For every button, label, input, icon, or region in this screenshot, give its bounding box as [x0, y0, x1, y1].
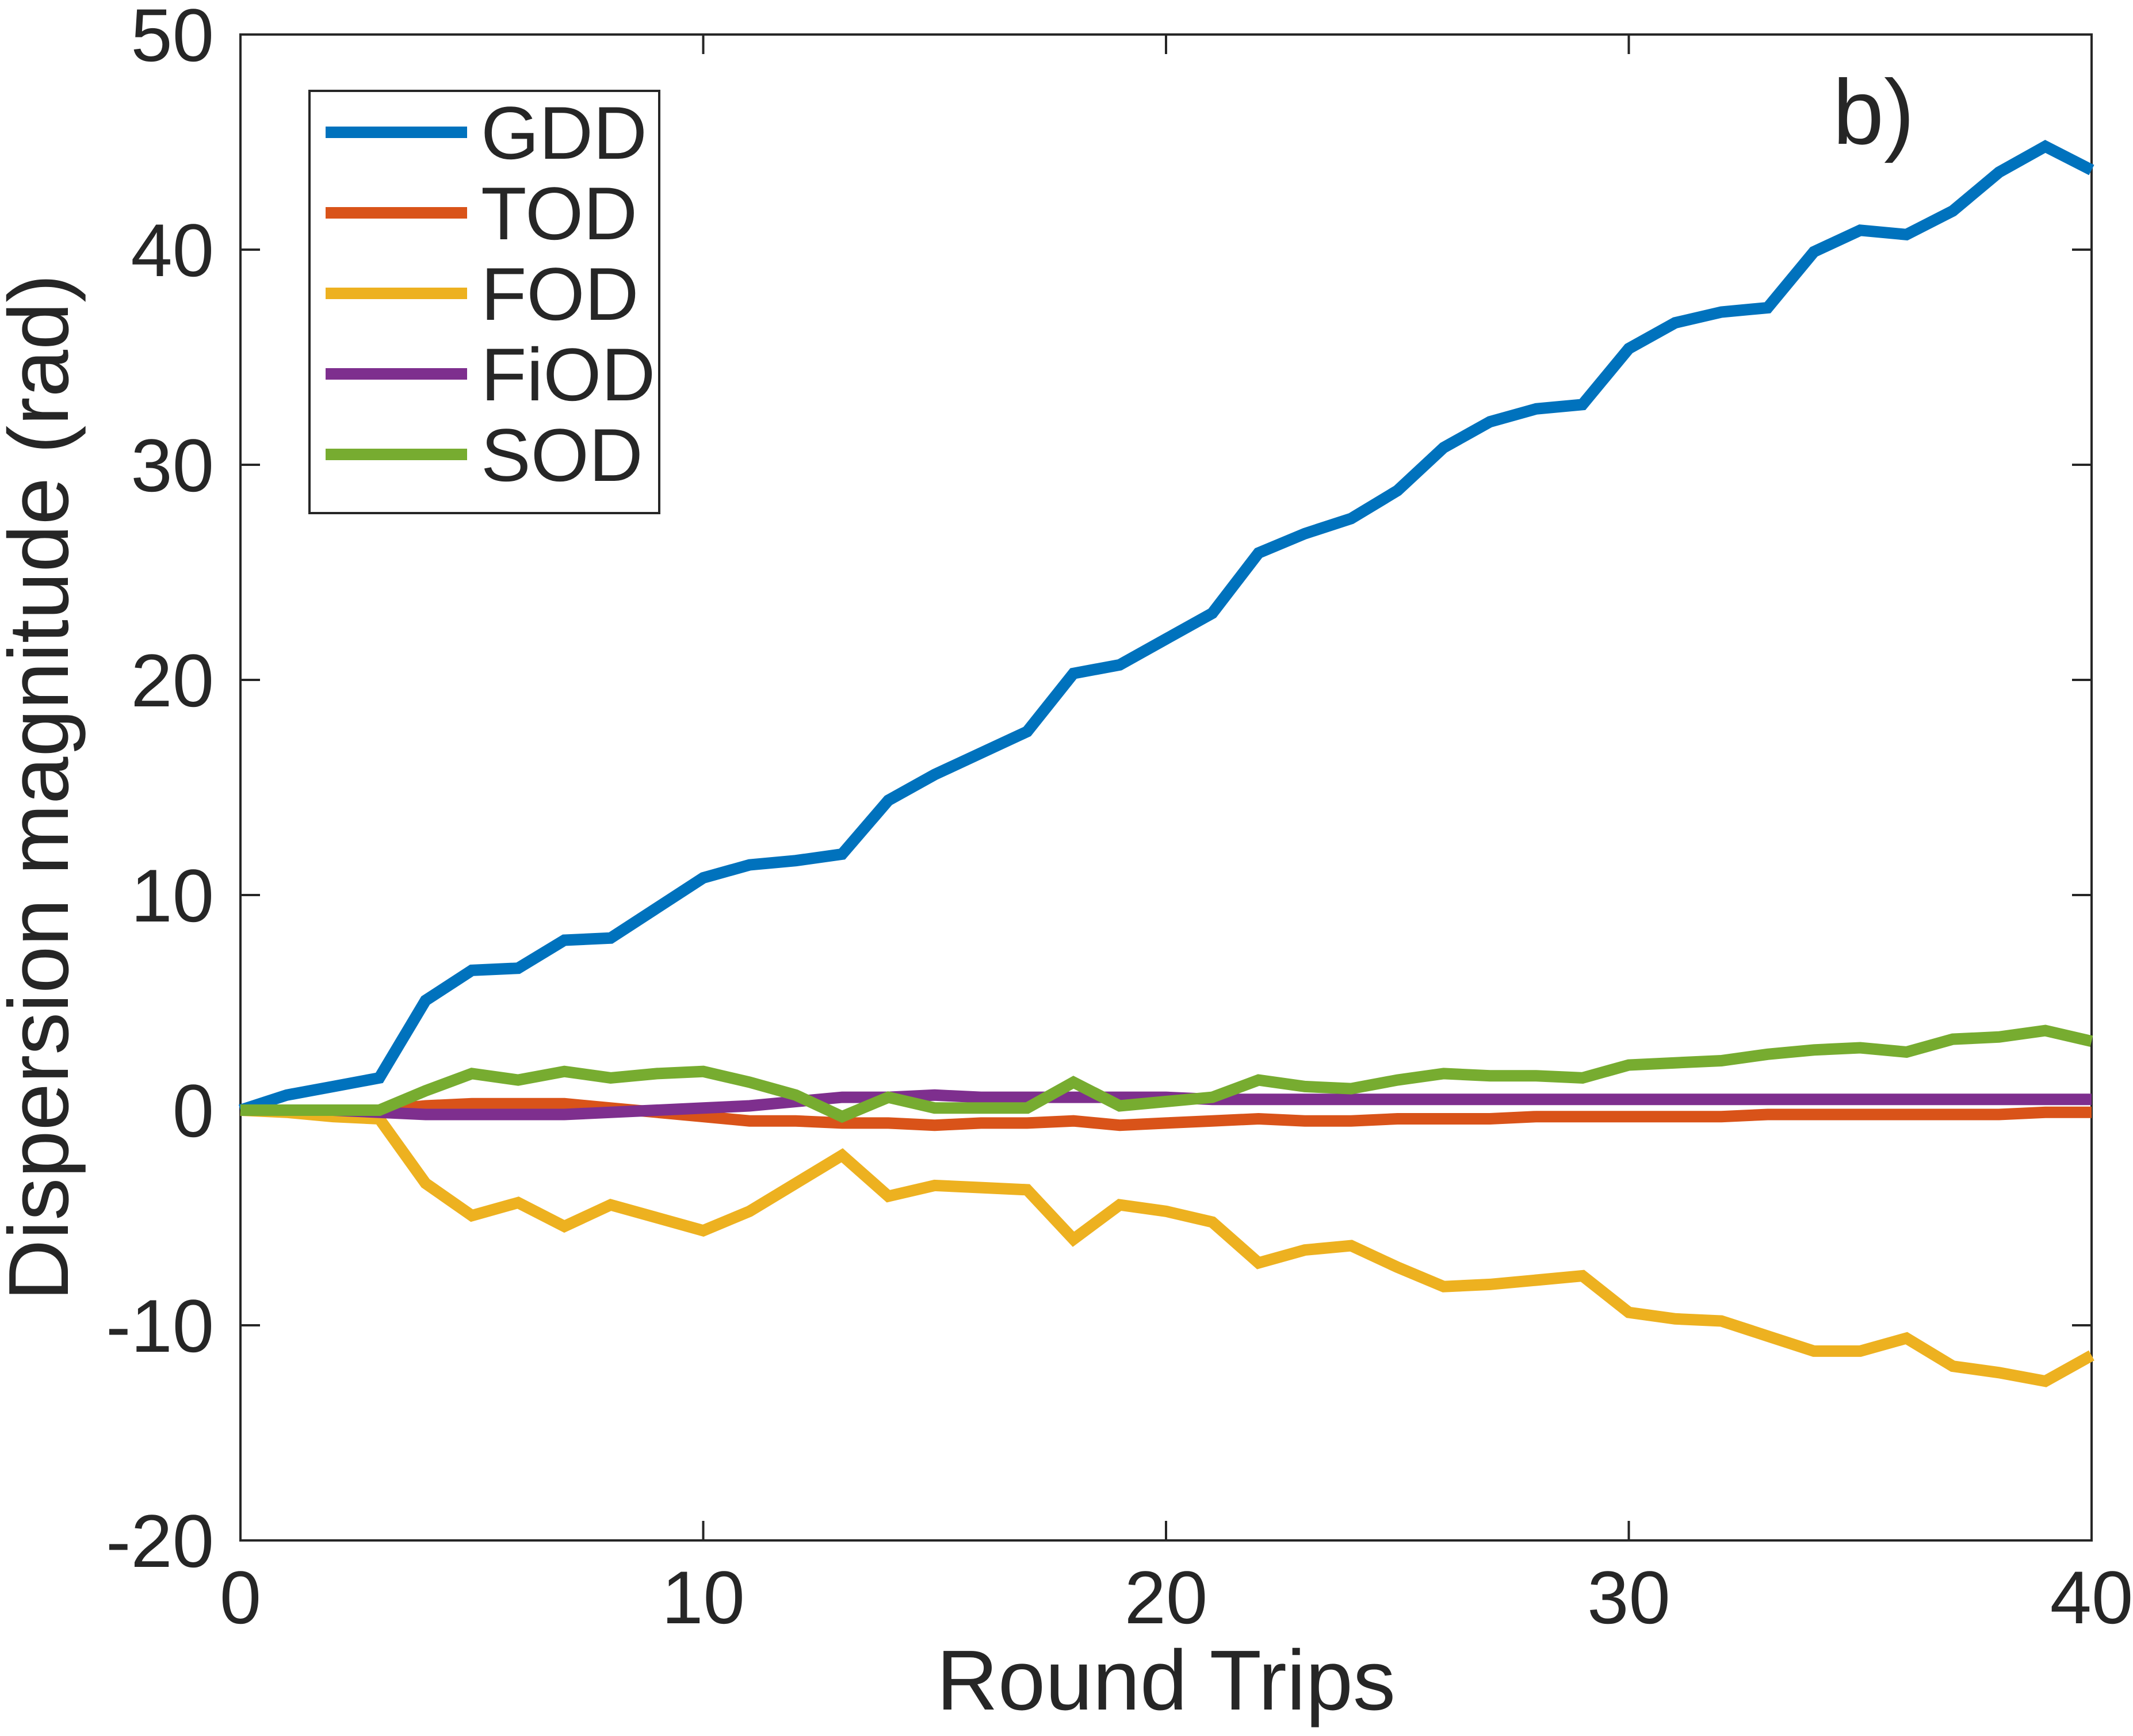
y-tick-label-30: 30: [131, 423, 214, 507]
series-line-fod: [240, 1104, 2094, 1387]
y-tick-label-0: 0: [173, 1069, 214, 1153]
series-line-tod: [240, 1098, 2092, 1131]
series-lines: [238, 140, 2094, 1387]
legend-label-gdd: GDD: [481, 91, 647, 175]
x-tick-label-10: 10: [662, 1555, 745, 1639]
x-axis-label: Round Trips: [936, 1633, 1396, 1728]
x-tick-label-30: 30: [1587, 1555, 1671, 1639]
y-tick-label-10: 10: [131, 854, 214, 938]
x-tick-label-40: 40: [2050, 1555, 2133, 1639]
tick-labels: 0 10 20 30 40 -20 -10 0 10 20 30 40 50: [106, 0, 2133, 1639]
legend-label-fod: FOD: [481, 252, 639, 336]
x-tick-label-0: 0: [220, 1555, 261, 1639]
series-line-sod: [240, 1024, 2093, 1123]
legend-label-fiod: FiOD: [481, 332, 655, 416]
legend-label-tod: TOD: [481, 171, 637, 255]
legend-label-sod: SOD: [481, 413, 643, 497]
y-tick-label--20: -20: [106, 1499, 214, 1583]
x-tick-label-20: 20: [1125, 1555, 1208, 1639]
legend-box: [308, 90, 660, 514]
y-tick-label-40: 40: [131, 208, 214, 292]
panel-label: b): [1833, 60, 1914, 163]
y-tick-label-50: 50: [131, 0, 214, 77]
y-tick-label-20: 20: [131, 638, 214, 722]
y-axis-label: Dispersion magnitude (rad): [0, 274, 86, 1301]
y-tick-label--10: -10: [106, 1284, 214, 1368]
series-line-gdd: [238, 140, 2094, 1116]
